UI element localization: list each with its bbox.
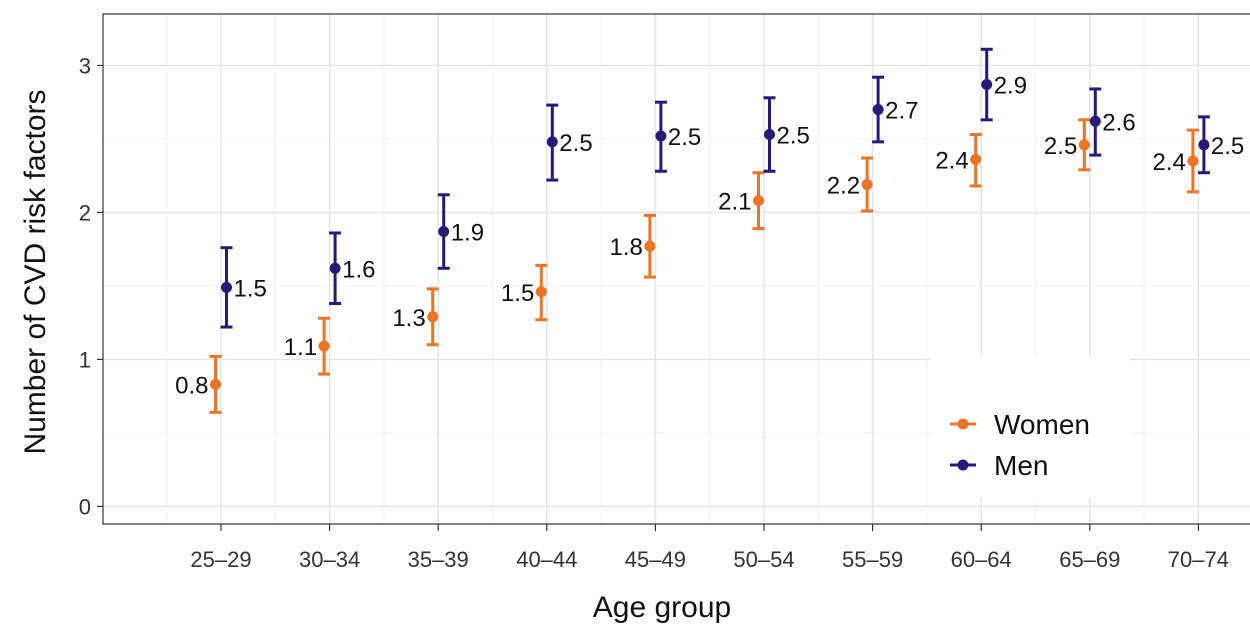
x-axis-title: Age group — [593, 591, 731, 624]
data-point — [427, 311, 439, 323]
minor-gridlines — [103, 14, 1250, 524]
data-point — [438, 226, 450, 238]
x-tick-label: 60–64 — [951, 547, 1012, 572]
x-tick-label: 45–49 — [625, 547, 686, 572]
data-point — [970, 154, 982, 166]
legend-key-point — [957, 418, 969, 430]
data-point — [318, 340, 330, 352]
plot-panel-border — [102, 13, 1250, 525]
data-point — [753, 195, 764, 207]
legend: Women Men — [950, 409, 1090, 481]
data-point — [1078, 139, 1090, 151]
data-point — [872, 104, 884, 116]
data-label: 2.5 — [559, 130, 592, 157]
data-label: 2.6 — [1102, 109, 1135, 136]
x-tick-label: 25–29 — [190, 547, 251, 572]
data-point — [1187, 155, 1199, 167]
x-tick-label: 40–44 — [516, 547, 577, 572]
data-label: 1.6 — [342, 256, 375, 283]
data-point — [1089, 115, 1101, 127]
data-label: 2.5 — [777, 123, 810, 150]
data-point — [221, 281, 232, 293]
legend-key-point — [957, 459, 969, 471]
data-label: 2.5 — [1044, 133, 1077, 160]
series-layer: 0.8 1.1 1.3 1.5 1.8 2.1 2.2 2.4 2.5 2.4 1.5 1.6 1.9 2… — [175, 47, 1244, 414]
data-point — [655, 130, 667, 142]
x-tick-label: 70–74 — [1168, 547, 1229, 572]
data-point — [764, 129, 775, 141]
data-label: 2.9 — [994, 73, 1027, 100]
series-women: 0.8 1.1 1.3 1.5 1.8 2.1 2.2 2.4 2.5 2.4 — [175, 118, 1199, 414]
data-point — [1198, 139, 1210, 151]
data-point — [535, 286, 547, 298]
data-point — [546, 136, 558, 148]
x-tick-label: 65–69 — [1059, 547, 1120, 572]
data-label: 1.5 — [501, 280, 534, 307]
data-point — [644, 240, 656, 252]
data-label: 2.5 — [668, 124, 701, 151]
data-label: 1.3 — [392, 305, 425, 332]
data-label: 2.5 — [1211, 133, 1244, 160]
data-label: 2.7 — [885, 98, 918, 125]
data-point — [329, 262, 341, 274]
data-label: 2.2 — [827, 172, 860, 199]
y-axis-title: Number of CVD risk factors — [19, 89, 52, 454]
y-tick-label: 2 — [79, 200, 91, 225]
data-point — [981, 79, 993, 91]
series-men: 1.5 1.6 1.9 2.5 2.5 2.5 2.7 2.9 2.6 2.5 — [220, 47, 1244, 329]
data-label: 2.4 — [1153, 149, 1186, 176]
data-label: 1.5 — [234, 275, 267, 302]
y-tick-label: 1 — [79, 347, 91, 372]
data-label: 2.1 — [718, 189, 751, 216]
data-point — [861, 178, 873, 190]
legend-label: Men — [994, 450, 1048, 481]
data-label: 1.8 — [610, 234, 643, 261]
x-axis-ticks: 25–29 30–34 35–39 40–44 45–49 50–54 55–59 60–64… — [190, 524, 1229, 572]
y-axis-ticks: 0 1 2 3 — [79, 53, 103, 519]
x-tick-label: 50–54 — [733, 547, 794, 572]
data-point — [210, 378, 221, 390]
legend-label: Women — [994, 409, 1090, 440]
y-tick-label: 0 — [79, 494, 91, 519]
y-tick-label: 3 — [79, 53, 91, 78]
x-tick-label: 30–34 — [299, 547, 360, 572]
x-tick-label: 55–59 — [842, 547, 903, 572]
data-label: 1.1 — [284, 334, 317, 361]
data-label: 0.8 — [175, 372, 208, 399]
data-label: 2.4 — [935, 148, 968, 175]
x-tick-label: 35–39 — [408, 547, 469, 572]
data-label: 1.9 — [451, 220, 484, 247]
